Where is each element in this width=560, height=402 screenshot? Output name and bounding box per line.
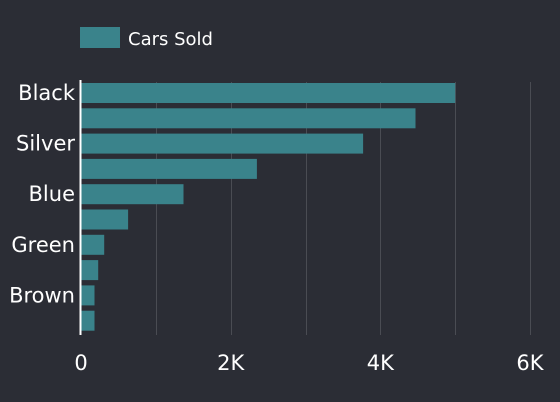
bar — [81, 133, 364, 154]
x-tick-label: 0 — [74, 351, 87, 375]
y-tick-label: Black — [18, 81, 76, 105]
labels: Black Silver Blue Green Brown 0 2K 4K 6K — [9, 81, 545, 375]
bar — [81, 83, 456, 103]
x-tick-label: 6K — [516, 351, 544, 375]
legend-label: Cars Sold — [128, 29, 213, 50]
bars — [81, 83, 456, 331]
bar — [81, 310, 95, 331]
bar — [81, 234, 105, 255]
bar — [81, 260, 99, 281]
bar — [81, 158, 257, 179]
bar — [81, 285, 95, 306]
bar — [81, 184, 184, 205]
x-tick-label: 4K — [367, 351, 395, 375]
y-tick-label: Green — [11, 233, 75, 257]
bar — [81, 209, 129, 230]
x-tick-label: 2K — [217, 351, 245, 375]
bar — [81, 108, 416, 129]
y-tick-label: Silver — [16, 132, 75, 156]
y-tick-label: Brown — [9, 283, 75, 307]
y-tick-label: Blue — [29, 182, 75, 206]
legend-swatch — [80, 27, 120, 48]
legend: Cars Sold — [80, 27, 213, 50]
